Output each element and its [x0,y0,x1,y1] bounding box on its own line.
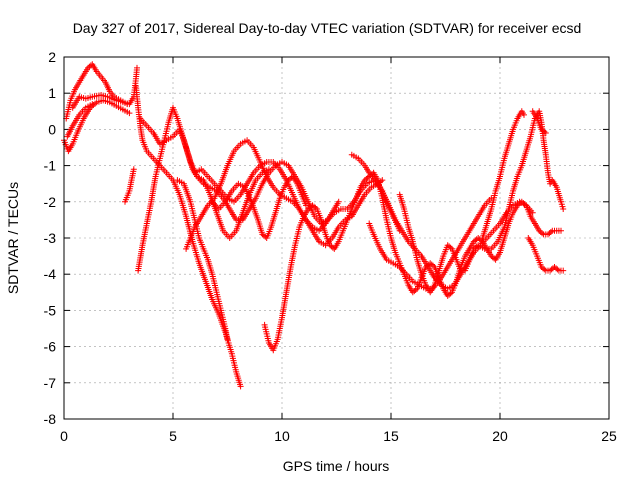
y-tick-label: -1 [44,158,57,174]
data-point [126,110,133,117]
data-point [89,101,96,108]
data-point [224,336,231,343]
data-point [547,229,554,235]
data-series-sdtvar [61,61,567,390]
y-axis-label: SDTVAR / TECUs [5,182,21,294]
chart-title: Day 327 of 2017, Sidereal Day-to-day VTE… [73,20,582,36]
y-tick-label: -4 [44,266,57,282]
y-tick-label: -3 [44,230,57,246]
y-tick-label: 1 [48,85,56,101]
y-tick-label: -7 [44,375,57,391]
y-tick-label: 0 [48,121,56,137]
data-point [560,267,567,274]
data-point [134,64,140,71]
y-tick-label: -5 [44,302,57,318]
x-tick-label: 20 [492,428,508,444]
x-tick-label: 15 [383,428,399,444]
x-tick-label: 0 [60,428,68,444]
data-point [529,209,536,216]
y-tick-label: -2 [44,194,57,210]
x-axis-label: GPS time / hours [283,458,390,474]
plot-frame [63,56,610,420]
data-point [265,166,272,173]
data-point [521,111,527,118]
x-tick-label: 25 [601,428,617,444]
data-point [335,198,342,205]
data-point [130,166,137,173]
data-point [303,202,309,209]
y-tick-label: -6 [44,339,57,355]
data-point [558,227,564,234]
data-point [560,206,567,212]
data-point [447,244,454,251]
grid-lines [64,57,609,419]
x-tick-label: 10 [274,428,290,444]
x-tick-label: 5 [169,428,177,444]
data-point [237,383,244,390]
data-point [447,290,454,297]
data-point [542,130,549,136]
y-tick-label: 2 [48,49,56,65]
y-tick-label: -8 [44,411,57,427]
